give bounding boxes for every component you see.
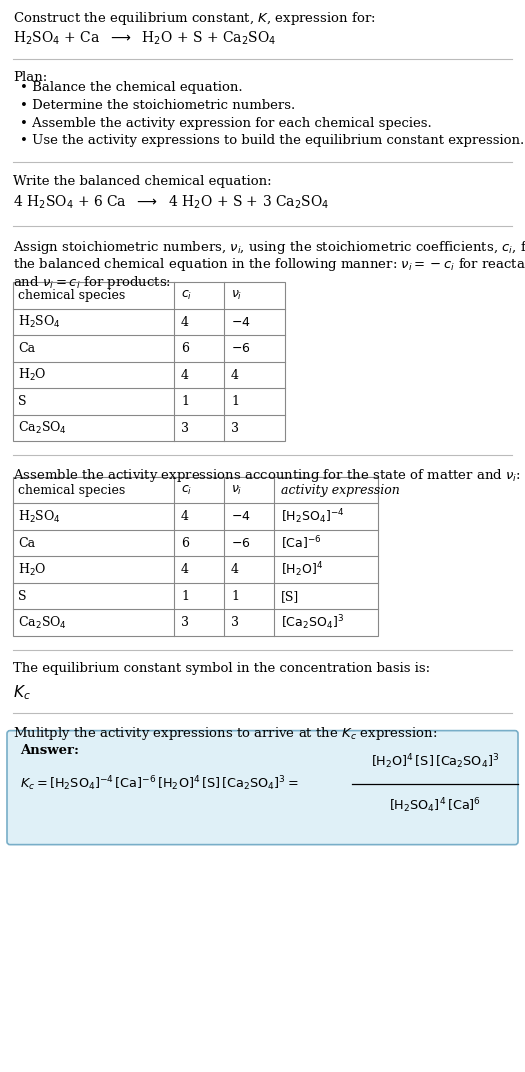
Text: 4: 4	[231, 369, 239, 382]
Text: Write the balanced chemical equation:: Write the balanced chemical equation:	[13, 175, 271, 188]
Text: chemical species: chemical species	[18, 289, 125, 302]
Text: 3: 3	[181, 421, 189, 434]
Text: 1: 1	[181, 590, 189, 602]
Text: and $\nu_i = c_i$ for products:: and $\nu_i = c_i$ for products:	[13, 273, 171, 291]
Text: 6: 6	[181, 537, 189, 550]
Text: S: S	[18, 590, 26, 602]
Text: $-6$: $-6$	[231, 537, 250, 550]
Text: 1: 1	[231, 590, 239, 602]
Text: 4: 4	[181, 510, 189, 523]
Text: chemical species: chemical species	[18, 483, 125, 496]
Text: $[\mathrm{Ca}]^{-6}$: $[\mathrm{Ca}]^{-6}$	[281, 534, 322, 552]
Text: Construct the equilibrium constant, $K$, expression for:: Construct the equilibrium constant, $K$,…	[13, 10, 376, 27]
Text: 4: 4	[181, 369, 189, 382]
Text: $\nu_i$: $\nu_i$	[231, 483, 243, 496]
Bar	[13, 477, 378, 636]
Text: H$_2$SO$_4$ + Ca  $\longrightarrow$  H$_2$O + S + Ca$_2$SO$_4$: H$_2$SO$_4$ + Ca $\longrightarrow$ H$_2$…	[13, 30, 277, 47]
Text: the balanced chemical equation in the following manner: $\nu_i = -c_i$ for react: the balanced chemical equation in the fo…	[13, 256, 525, 273]
Text: Mulitply the activity expressions to arrive at the $K_c$ expression:: Mulitply the activity expressions to arr…	[13, 725, 437, 742]
Text: $K_c$: $K_c$	[13, 683, 30, 702]
Text: Answer:: Answer:	[20, 744, 79, 757]
Text: $c_i$: $c_i$	[181, 483, 192, 496]
Text: 1: 1	[181, 394, 189, 408]
Text: $-4$: $-4$	[231, 315, 251, 328]
Bar	[13, 282, 285, 442]
Text: $[\mathrm{Ca_2SO_4}]^3$: $[\mathrm{Ca_2SO_4}]^3$	[281, 613, 344, 632]
Text: $[\mathrm{H_2O}]^4$: $[\mathrm{H_2O}]^4$	[281, 561, 323, 579]
Text: The equilibrium constant symbol in the concentration basis is:: The equilibrium constant symbol in the c…	[13, 661, 430, 675]
Text: 3: 3	[231, 616, 239, 629]
Text: [S]: [S]	[281, 590, 299, 602]
Text: • Balance the chemical equation.: • Balance the chemical equation.	[20, 81, 243, 94]
Text: Ca: Ca	[18, 537, 35, 550]
Text: 6: 6	[181, 342, 189, 355]
Text: • Determine the stoichiometric numbers.: • Determine the stoichiometric numbers.	[20, 99, 295, 111]
Text: • Use the activity expressions to build the equilibrium constant expression.: • Use the activity expressions to build …	[20, 134, 524, 147]
Text: 4: 4	[181, 563, 189, 576]
FancyBboxPatch shape	[7, 731, 518, 845]
Text: S: S	[18, 394, 26, 408]
Text: 4: 4	[231, 563, 239, 576]
Text: H$_2$SO$_4$: H$_2$SO$_4$	[18, 314, 61, 330]
Text: Assign stoichiometric numbers, $\nu_i$, using the stoichiometric coefficients, $: Assign stoichiometric numbers, $\nu_i$, …	[13, 238, 525, 255]
Text: Plan:: Plan:	[13, 71, 47, 84]
Text: 1: 1	[231, 394, 239, 408]
Text: Ca$_2$SO$_4$: Ca$_2$SO$_4$	[18, 420, 67, 436]
Text: • Assemble the activity expression for each chemical species.: • Assemble the activity expression for e…	[20, 117, 432, 130]
Text: Ca$_2$SO$_4$: Ca$_2$SO$_4$	[18, 614, 67, 630]
Text: $[\mathrm{H_2SO_4}]^4\,[\mathrm{Ca}]^6$: $[\mathrm{H_2SO_4}]^4\,[\mathrm{Ca}]^6$	[389, 796, 481, 815]
Text: activity expression: activity expression	[281, 483, 400, 496]
Text: Assemble the activity expressions accounting for the state of matter and $\nu_i$: Assemble the activity expressions accoun…	[13, 467, 521, 485]
Text: 4 H$_2$SO$_4$ + 6 Ca  $\longrightarrow$  4 H$_2$O + S + 3 Ca$_2$SO$_4$: 4 H$_2$SO$_4$ + 6 Ca $\longrightarrow$ 4…	[13, 194, 329, 211]
Text: $K_c = [\mathrm{H_2SO_4}]^{-4}\,[\mathrm{Ca}]^{-6}\,[\mathrm{H_2O}]^{4}\,[\mathr: $K_c = [\mathrm{H_2SO_4}]^{-4}\,[\mathrm…	[20, 774, 298, 793]
Text: 3: 3	[231, 421, 239, 434]
Text: $\nu_i$: $\nu_i$	[231, 289, 243, 302]
Text: H$_2$SO$_4$: H$_2$SO$_4$	[18, 508, 61, 524]
Text: $[\mathrm{H_2O}]^4\,[\mathrm{S}]\,[\mathrm{Ca_2SO_4}]^3$: $[\mathrm{H_2O}]^4\,[\mathrm{S}]\,[\math…	[371, 753, 499, 771]
Text: 3: 3	[181, 616, 189, 629]
Text: $-6$: $-6$	[231, 342, 250, 355]
Text: H$_2$O: H$_2$O	[18, 562, 47, 578]
Text: $-4$: $-4$	[231, 510, 251, 523]
Text: 4: 4	[181, 315, 189, 328]
Text: $c_i$: $c_i$	[181, 289, 192, 302]
Text: H$_2$O: H$_2$O	[18, 367, 47, 383]
Text: $[\mathrm{H_2SO_4}]^{-4}$: $[\mathrm{H_2SO_4}]^{-4}$	[281, 507, 344, 526]
Text: Ca: Ca	[18, 342, 35, 355]
